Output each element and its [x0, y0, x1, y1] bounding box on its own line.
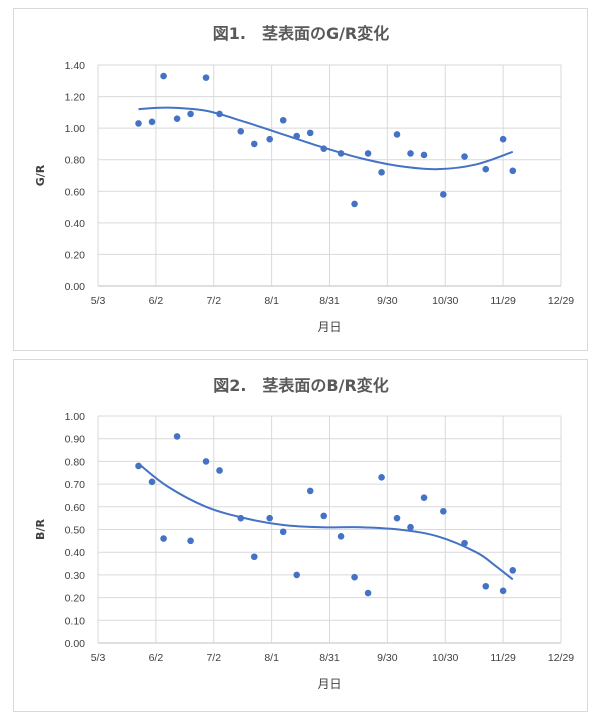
chart-panel-br: 図2. 茎表面のB/R変化 0.00 0.10 0.20 0.30 0.40 0.50 0.6… [13, 359, 588, 712]
y-tick-label: 0.20 [65, 249, 86, 261]
y-tick-label: 1.00 [65, 411, 86, 423]
x-tick-label: 9/30 [377, 295, 398, 307]
data-point [351, 200, 358, 208]
y-tick-label: 0.80 [65, 456, 86, 468]
x-tick-label: 5/3 [91, 652, 106, 664]
data-point [499, 587, 507, 595]
data-point [420, 494, 428, 502]
y-tick-label: 0.00 [65, 638, 86, 650]
data-point [378, 169, 385, 176]
y-tick-label: 0.70 [65, 479, 86, 491]
chart-title: 図1. 茎表面のG/R変化 [213, 24, 390, 43]
data-point [378, 473, 385, 481]
data-point [135, 120, 142, 127]
y-tick-label: 0.40 [65, 218, 86, 230]
x-tick-label: 8/31 [319, 652, 340, 664]
y-tick-label: 1.20 [65, 92, 86, 104]
data-point [351, 573, 358, 581]
x-tick-label: 6/2 [149, 295, 164, 307]
data-point [250, 553, 258, 561]
y-tick-label: 0.80 [65, 155, 86, 167]
y-tick-label: 0.40 [65, 547, 86, 559]
data-point [393, 514, 401, 522]
br-chart-svg: 図2. 茎表面のB/R変化 0.00 0.10 0.20 0.30 0.40 0.50 0.6… [34, 376, 574, 691]
x-tick-label: 6/2 [149, 652, 164, 664]
data-point [266, 514, 273, 522]
x-tick-label: 10/30 [432, 652, 458, 664]
data-point [482, 165, 490, 173]
x-tick-label: 8/31 [319, 295, 340, 307]
data-point [250, 140, 258, 148]
data-point [160, 72, 167, 80]
chart-panel-gr: 図1. 茎表面のG/R変化 0.00 0.20 0.40 0.60 0.80 1.00 1.2… [13, 8, 588, 351]
data-point [461, 153, 468, 160]
data-point [440, 191, 447, 198]
x-tick-label: 7/2 [206, 652, 221, 664]
data-point [509, 567, 517, 574]
trendline [138, 106, 514, 171]
data-point [440, 508, 447, 515]
data-point [393, 131, 401, 138]
data-point [306, 129, 314, 137]
data-point [279, 116, 287, 124]
x-tick-label: 7/2 [206, 295, 221, 307]
y-tick-label: 0.90 [65, 434, 86, 446]
y-tick-label: 0.10 [65, 615, 86, 627]
data-point [364, 150, 372, 157]
data-point [266, 135, 273, 143]
data-point [237, 128, 245, 135]
x-axis-label: 月日 [317, 320, 341, 334]
data-point [337, 533, 345, 540]
data-point [202, 74, 210, 81]
y-axis-label: G/R [34, 164, 47, 186]
y-tick-label: 1.40 [65, 60, 86, 72]
x-tick-label: 8/1 [264, 652, 279, 664]
gr-chart-svg: 図1. 茎表面のG/R変化 0.00 0.20 0.40 0.60 0.80 1.00 1.2… [34, 24, 574, 334]
data-point [293, 571, 301, 579]
data-point [320, 512, 328, 520]
data-point [216, 467, 223, 474]
y-tick-label: 0.00 [65, 281, 86, 293]
x-tick-label: 12/29 [548, 652, 574, 664]
data-point [279, 528, 287, 536]
x-tick-label: 12/29 [548, 295, 574, 307]
data-point [499, 135, 507, 143]
y-tick-label: 0.60 [65, 186, 86, 198]
data-point [420, 151, 428, 159]
y-tick-label: 0.20 [65, 593, 86, 605]
chart-title: 図2. 茎表面のB/R変化 [213, 376, 389, 395]
data-point [364, 589, 372, 597]
x-tick-label: 10/30 [432, 295, 458, 307]
data-point [160, 535, 167, 542]
x-tick-label: 9/30 [377, 652, 398, 664]
data-point [187, 537, 194, 545]
data-point [306, 487, 314, 495]
x-tick-label: 11/29 [490, 652, 516, 664]
data-point [173, 115, 181, 122]
data-point [187, 110, 194, 118]
data-point [482, 582, 490, 590]
data-point [148, 118, 156, 126]
data-point [509, 167, 517, 175]
y-tick-label: 0.30 [65, 570, 86, 582]
y-tick-label: 0.50 [65, 525, 86, 537]
y-tick-label: 0.60 [65, 502, 86, 514]
trendline [137, 462, 514, 581]
x-tick-label: 11/29 [490, 295, 516, 307]
x-tick-label: 8/1 [264, 295, 279, 307]
data-point [407, 523, 414, 531]
y-axis-label: B/R [34, 519, 47, 540]
x-axis-label: 月日 [317, 677, 341, 691]
data-point [407, 150, 414, 157]
data-point [173, 433, 181, 440]
data-point [202, 458, 210, 465]
data-point [148, 478, 156, 486]
x-tick-label: 5/3 [91, 295, 106, 307]
y-tick-label: 1.00 [65, 123, 86, 135]
